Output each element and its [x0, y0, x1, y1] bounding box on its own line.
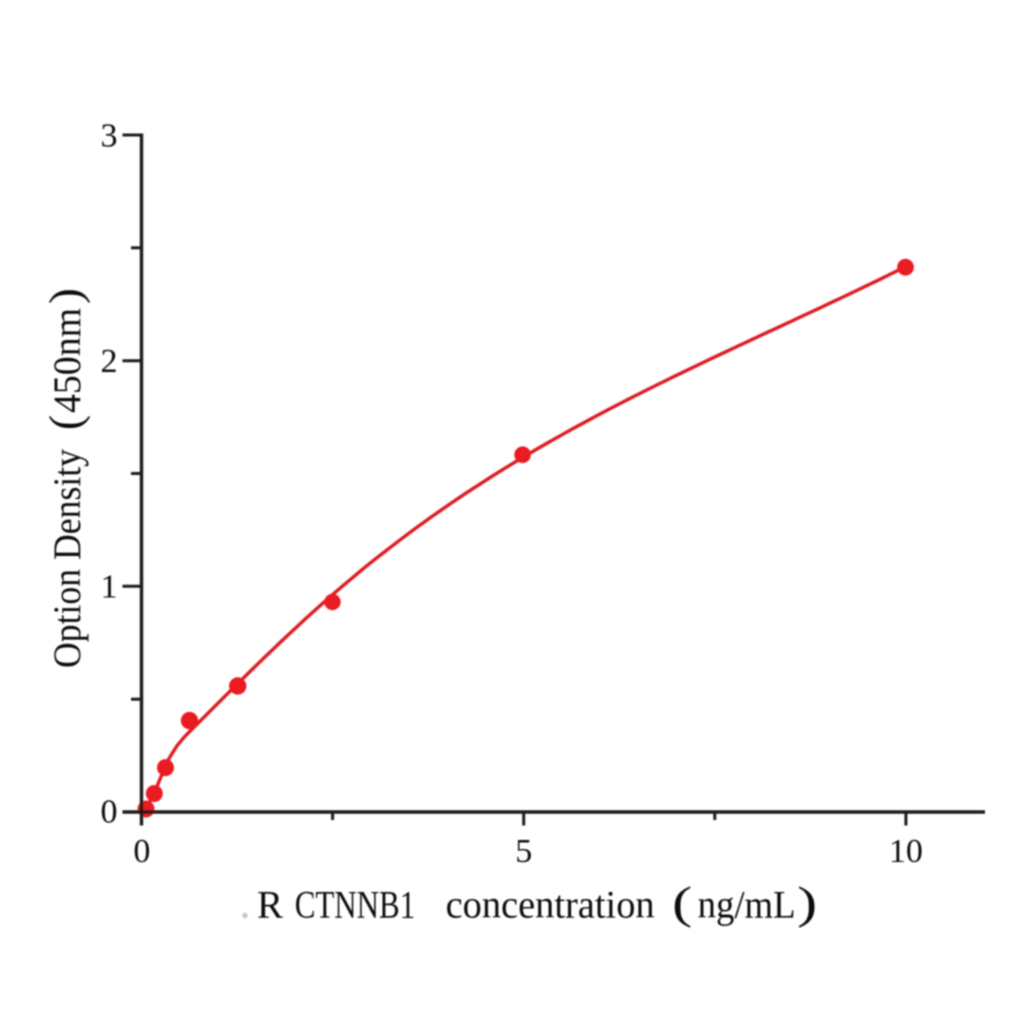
svg-text:): ) [797, 877, 817, 928]
svg-text:0: 0 [133, 833, 150, 870]
svg-text:3: 3 [101, 117, 118, 154]
svg-text:(: ( [40, 415, 91, 430]
svg-text:10: 10 [889, 833, 923, 870]
svg-text:CTNNB1: CTNNB1 [295, 884, 416, 927]
svg-text:2: 2 [101, 343, 118, 380]
svg-text:concentration: concentration [446, 884, 655, 927]
svg-text:(: ( [672, 877, 692, 928]
svg-text:Option Density: Option Density [46, 449, 89, 668]
svg-text:R: R [257, 884, 283, 927]
svg-text:): ) [40, 288, 91, 304]
svg-text:450nm: 450nm [46, 308, 89, 413]
svg-text:1: 1 [101, 569, 118, 606]
svg-text:ng/mL: ng/mL [698, 884, 796, 927]
svg-text:5: 5 [515, 833, 532, 870]
svg-text:0: 0 [101, 793, 118, 830]
